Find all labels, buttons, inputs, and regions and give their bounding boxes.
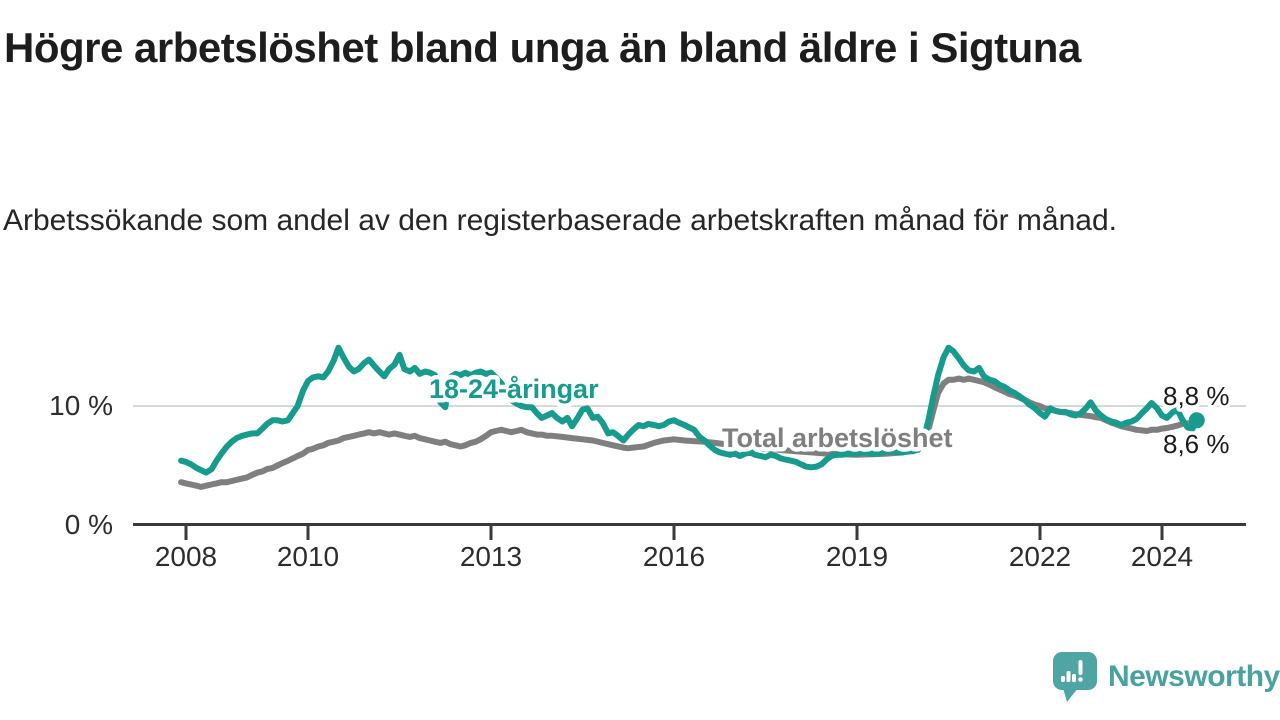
logo-exclamation-dot xyxy=(1078,677,1083,682)
series-label-total: Total arbetslöshet xyxy=(722,423,953,453)
page-title: Högre arbetslöshet bland unga än bland ä… xyxy=(4,24,1081,71)
end-value-youth: 8,8 % xyxy=(1163,381,1230,411)
x-tick-label: 2013 xyxy=(460,541,522,572)
x-tick-label: 2008 xyxy=(155,541,217,572)
series-line xyxy=(178,375,1200,490)
logo-bar-mid xyxy=(1072,674,1076,682)
logo-bar-small xyxy=(1061,676,1065,682)
series-line xyxy=(178,344,1200,476)
newsworthy-logo-icon xyxy=(1053,652,1097,702)
logo-exclamation-bar xyxy=(1078,660,1083,675)
series-label-youth: 18-24-åringar xyxy=(429,374,599,404)
newsworthy-logo[interactable]: Newsworthy xyxy=(1053,652,1280,702)
logo-bar-tall xyxy=(1066,671,1071,682)
x-tick-label: 2024 xyxy=(1131,541,1193,572)
end-value-total: 8,6 % xyxy=(1163,429,1230,459)
data-series xyxy=(178,344,1200,490)
y-tick-label: 10 % xyxy=(49,390,113,421)
x-tick-label: 2022 xyxy=(1009,541,1071,572)
x-tick-label: 2010 xyxy=(277,541,339,572)
series-end-dot xyxy=(1188,412,1205,429)
page-subtitle: Arbetssökande som andel av den registerb… xyxy=(3,204,1117,237)
chart-annotations: 18-24-åringar Total arbetslöshet 8,8 % 8,6 … xyxy=(425,370,1234,463)
newsworthy-logo-text: Newsworthy xyxy=(1108,660,1280,693)
axes: 10 % 0 % 2008 2010 2013 2016 2019 2022 2024 xyxy=(49,390,1246,572)
x-tick-label: 2016 xyxy=(643,541,705,572)
x-tick-label: 2019 xyxy=(826,541,888,572)
y-tick-label: 0 % xyxy=(65,509,113,540)
